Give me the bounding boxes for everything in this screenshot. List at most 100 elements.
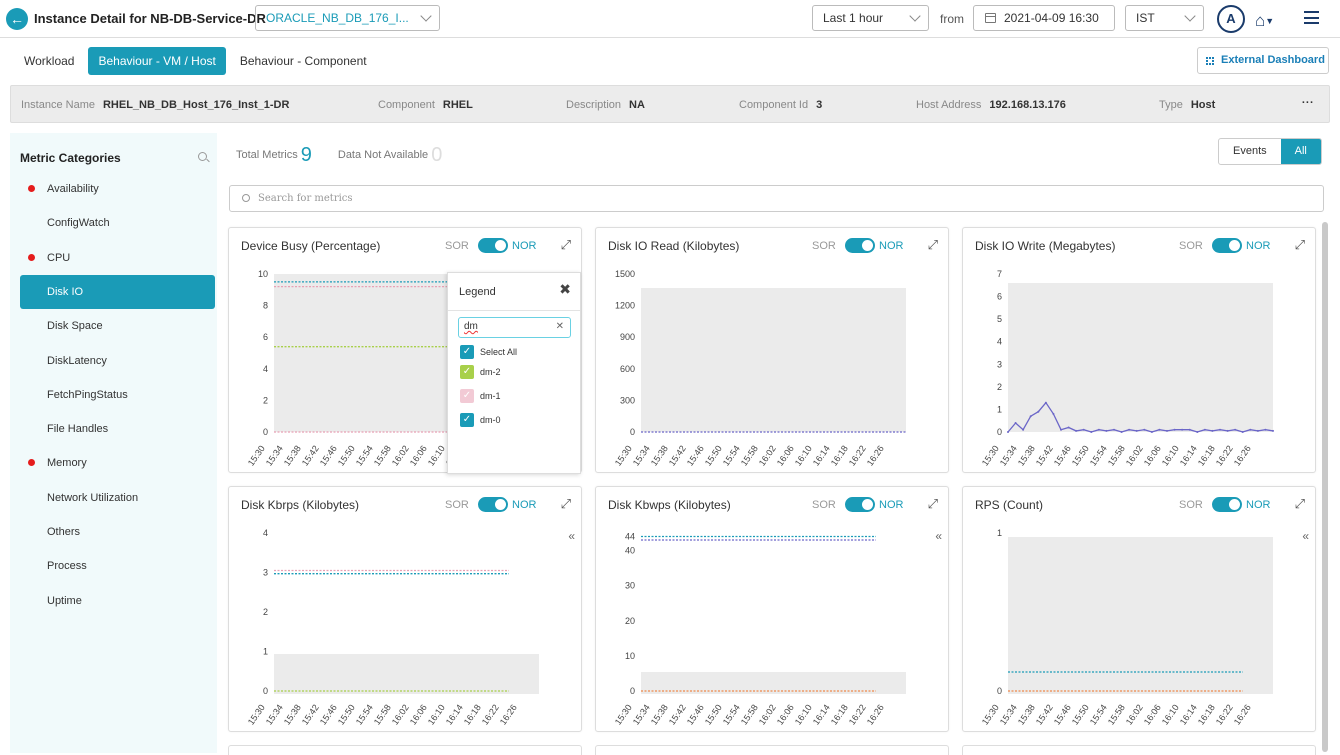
sidebar-item-fetchpingstatus[interactable]: FetchPingStatus [20, 378, 215, 412]
plot-area [1008, 537, 1273, 694]
metric-search-input[interactable]: Search for metrics [229, 185, 1324, 212]
sidebar-item-availability[interactable]: Availability [20, 172, 215, 206]
sidebar-item-configwatch[interactable]: ConfigWatch [20, 206, 215, 240]
collapse-legend-icon[interactable]: « [568, 529, 575, 543]
sidebar-item-uptime[interactable]: Uptime [20, 584, 215, 618]
y-tick-label: 6 [997, 292, 1002, 302]
legend-item[interactable]: ✓ dm-2 [460, 365, 501, 379]
checkbox-icon[interactable]: ✓ [460, 389, 474, 403]
close-icon[interactable]: ✖ [559, 281, 571, 297]
x-tick-label: 15:42 [300, 703, 321, 727]
expand-icon[interactable]: ⤢ [560, 237, 571, 252]
sidebar-item-label: Network Utilization [47, 491, 139, 504]
sor-nor-toggle[interactable] [1212, 497, 1242, 512]
series-point [1203, 428, 1206, 431]
timezone-select[interactable]: IST [1125, 5, 1204, 31]
x-tick-label: 16:10 [1160, 703, 1181, 727]
chevron-down-icon [1184, 10, 1196, 22]
sidebar-item-disklatency[interactable]: DiskLatency [20, 344, 215, 378]
events-button[interactable]: Events [1233, 145, 1267, 157]
home-icon[interactable]: ⌂▼ [1255, 11, 1275, 30]
x-tick-label: 15:54 [1088, 444, 1109, 468]
info-value: RHEL_NB_DB_Host_176_Inst_1-DR [102, 99, 290, 111]
sor-nor-toggle[interactable] [1212, 238, 1242, 253]
collapse-legend-icon[interactable]: « [1302, 529, 1309, 543]
y-tick-label: 2 [997, 382, 1002, 392]
nor-label: NOR [1246, 499, 1271, 511]
data-not-available-count: 0 [431, 144, 443, 166]
checkbox-icon[interactable]: ✓ [460, 413, 474, 427]
more-options-button[interactable]: ... [1301, 94, 1314, 106]
y-tick-label: 8 [263, 301, 268, 311]
sidebar-item-process[interactable]: Process [20, 549, 215, 583]
avatar[interactable]: A [1217, 5, 1245, 33]
sidebar-item-network-utilization[interactable]: Network Utilization [20, 481, 215, 515]
y-tick-label: 0 [263, 427, 268, 437]
hamburger-menu-icon[interactable] [1304, 11, 1319, 24]
sidebar-item-label: CPU [47, 251, 71, 264]
legend-filter-input[interactable]: dm ✕ [458, 317, 571, 338]
legend-item[interactable]: ✓ dm-1 [460, 389, 501, 403]
sidebar-item-file-handles[interactable]: File Handles [20, 412, 215, 446]
series-point [1105, 429, 1108, 432]
search-icon[interactable] [198, 152, 207, 161]
search-icon [242, 194, 250, 202]
expand-icon[interactable]: ⤢ [1294, 496, 1305, 511]
checkbox-icon[interactable]: ✓ [460, 365, 474, 379]
back-arrow-icon[interactable]: ← [6, 8, 28, 30]
x-tick-label: 16:02 [390, 444, 411, 468]
legend-item[interactable]: ✓ dm-0 [460, 413, 501, 427]
series-point [1067, 426, 1070, 429]
collapse-legend-icon[interactable]: « [935, 529, 942, 543]
plot-area [641, 288, 906, 432]
sor-nor-toggle[interactable] [845, 238, 875, 253]
sidebar-item-disk-space[interactable]: Disk Space [20, 309, 215, 343]
series-point [1211, 429, 1214, 432]
time-range-select[interactable]: Last 1 hour [812, 5, 929, 31]
tab-behaviour-component[interactable]: Behaviour - Component [239, 54, 367, 68]
sidebar-item-others[interactable]: Others [20, 515, 215, 549]
x-tick-label: 15:42 [1034, 703, 1055, 727]
from-date-picker[interactable]: 2021-04-09 16:30 [973, 5, 1115, 31]
info-value: NA [629, 99, 645, 111]
x-tick-label: 16:10 [426, 703, 447, 727]
x-tick-label: 15:42 [667, 703, 688, 727]
total-metrics-count: 9 [300, 144, 312, 166]
sor-nor-toggle[interactable] [478, 497, 508, 512]
expand-icon[interactable]: ⤢ [927, 496, 938, 511]
x-tick-label: 16:26 [498, 703, 519, 727]
tab-workload[interactable]: Workload [24, 54, 75, 68]
series-point [1052, 412, 1055, 415]
tab-behaviour-vm-host[interactable]: Behaviour - VM / Host [88, 47, 226, 75]
info-label: Instance Name [21, 99, 95, 111]
external-dashboard-button[interactable]: External Dashboard [1197, 47, 1329, 74]
service-select[interactable]: ORACLE_NB_DB_176_I... [255, 5, 440, 31]
plot-area [274, 654, 539, 694]
sidebar-item-memory[interactable]: Memory [20, 446, 215, 480]
y-tick-label: 2 [263, 395, 268, 405]
checkbox-icon[interactable]: ✓ [460, 345, 474, 359]
x-tick-label: 15:58 [372, 703, 393, 727]
x-tick-label: 15:38 [1016, 444, 1037, 468]
expand-icon[interactable]: ⤢ [1294, 237, 1305, 252]
chart-title: Disk IO Read (Kilobytes) [608, 239, 740, 253]
sidebar-item-disk-io[interactable]: Disk IO [20, 274, 215, 309]
info-label: Host Address [916, 99, 982, 111]
x-tick-label: 15:30 [980, 444, 1001, 468]
expand-icon[interactable]: ⤢ [927, 237, 938, 252]
metric-card [962, 745, 1316, 755]
all-button[interactable]: All [1280, 139, 1321, 164]
sor-nor-toggle[interactable] [478, 238, 508, 253]
data-not-available-label: Data Not Available [337, 149, 429, 161]
sor-nor-toggle[interactable] [845, 497, 875, 512]
sidebar-item-label: Disk Space [47, 320, 103, 333]
sidebar-item-cpu[interactable]: CPU [20, 241, 215, 275]
chevron-down-icon [420, 10, 432, 22]
clear-icon[interactable]: ✕ [555, 321, 564, 332]
expand-icon[interactable]: ⤢ [560, 496, 571, 511]
legend-item[interactable]: ✓ Select All [460, 345, 517, 359]
info-component: Component RHEL [378, 99, 473, 111]
total-metrics-label: Total Metrics [236, 149, 298, 161]
events-all-toggle: Events All [1218, 138, 1322, 165]
scrollbar[interactable] [1322, 222, 1328, 752]
